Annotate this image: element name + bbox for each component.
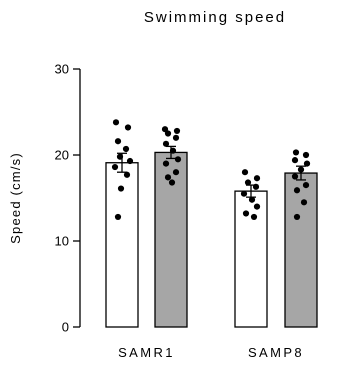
y-tick-label-20: 20	[55, 148, 69, 163]
data-point-samr1-filled-6	[169, 147, 177, 154]
data-point-samr1-filled-9	[172, 169, 180, 176]
data-point-samp8-open-8	[242, 210, 250, 217]
data-point-samp8-open-2	[253, 175, 261, 182]
data-point-samp8-open-7	[253, 203, 261, 210]
data-point-samr1-open-9	[117, 185, 125, 192]
x-category-labels: SAMR1 SAMP8	[118, 345, 304, 360]
data-point-samr1-open-8	[123, 171, 131, 178]
bar-samr1-filled	[154, 151, 188, 328]
data-point-samp8-filled-7	[302, 182, 310, 189]
data-point-samp8-open-1	[241, 169, 249, 176]
data-point-samp8-filled-9	[300, 199, 308, 206]
data-point-samr1-open-3	[114, 138, 122, 145]
data-point-samp8-filled-5	[297, 166, 305, 173]
data-point-samp8-filled-10	[293, 213, 301, 221]
data-point-samr1-filled-11	[168, 179, 176, 186]
y-axis: 0 10 20 30	[55, 62, 81, 335]
y-tick-label-30: 30	[55, 62, 69, 77]
data-point-samp8-filled-8	[293, 187, 301, 194]
data-point-samr1-filled-1	[161, 126, 169, 133]
y-tick-label-10: 10	[55, 234, 69, 249]
error-bars	[117, 145, 306, 198]
data-point-samp8-open-5	[240, 190, 248, 197]
data-point-samr1-filled-7	[174, 156, 182, 163]
bar-samp8-open	[234, 190, 268, 328]
data-point-samr1-filled-3	[164, 130, 172, 137]
data-point-samr1-open-5	[116, 153, 124, 160]
x-category-samr1: SAMR1	[118, 345, 175, 360]
data-point-samr1-open-6	[126, 157, 134, 165]
x-category-samp8: SAMP8	[248, 345, 304, 360]
data-point-samr1-filled-2	[173, 127, 181, 135]
bars	[105, 151, 318, 328]
data-point-samp8-filled-4	[303, 160, 311, 167]
data-point-samp8-open-9	[250, 213, 258, 221]
data-point-samp8-filled-2	[302, 151, 310, 159]
y-axis-label: Speed (cm/s)	[8, 152, 23, 244]
y-tick-label-0: 0	[62, 320, 69, 335]
data-point-samr1-filled-5	[162, 140, 170, 147]
data-point-samr1-open-10	[114, 213, 122, 221]
data-point-samr1-filled-4	[172, 134, 180, 141]
data-points	[111, 119, 311, 221]
data-point-samr1-open-2	[124, 124, 132, 131]
data-point-samr1-filled-8	[162, 160, 170, 167]
data-point-samr1-filled-10	[164, 174, 172, 181]
data-point-samp8-filled-1	[292, 149, 300, 156]
data-point-samr1-open-1	[112, 119, 120, 126]
data-point-samp8-open-4	[252, 183, 260, 190]
bar-samp8-filled	[284, 172, 318, 328]
data-point-samp8-open-6	[248, 196, 256, 203]
data-point-samp8-filled-6	[291, 173, 299, 180]
data-point-samp8-filled-3	[291, 157, 299, 164]
data-point-samp8-open-3	[244, 179, 252, 186]
data-point-samr1-open-7	[111, 163, 119, 171]
data-point-samr1-open-4	[122, 145, 130, 153]
chart-title: Swimming speed	[144, 9, 286, 26]
